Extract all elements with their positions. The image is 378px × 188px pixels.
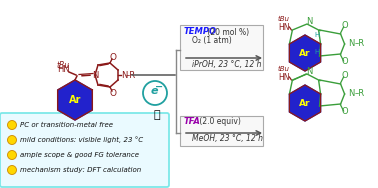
Text: tBu: tBu (277, 16, 290, 22)
Polygon shape (58, 80, 92, 120)
Text: HN: HN (279, 73, 290, 82)
Text: (2.0 equiv): (2.0 equiv) (197, 118, 241, 127)
Text: N: N (306, 17, 312, 26)
Text: O: O (341, 71, 348, 80)
Text: mild conditions: visible light, 23 °C: mild conditions: visible light, 23 °C (20, 137, 143, 143)
Text: −: − (155, 82, 163, 92)
Text: N: N (306, 67, 312, 76)
Text: O: O (341, 58, 348, 67)
Text: –R: –R (126, 70, 136, 80)
Polygon shape (290, 85, 321, 121)
Text: H: H (314, 32, 319, 38)
Text: iPrOH, 23 °C, 12 h: iPrOH, 23 °C, 12 h (192, 59, 262, 68)
Text: O: O (341, 21, 348, 30)
Text: O: O (110, 52, 116, 61)
Text: (20 mol %): (20 mol %) (205, 27, 249, 36)
Circle shape (8, 151, 17, 159)
Text: N: N (349, 39, 355, 49)
Text: –R: –R (355, 89, 365, 99)
Text: O: O (110, 89, 116, 98)
FancyBboxPatch shape (0, 113, 169, 187)
Text: tBu: tBu (277, 66, 290, 72)
FancyBboxPatch shape (180, 116, 263, 146)
Text: TEMPO: TEMPO (184, 27, 217, 36)
Text: Ar: Ar (299, 49, 311, 58)
Text: ample scope & good FG tolerance: ample scope & good FG tolerance (20, 152, 139, 158)
Text: Ar: Ar (299, 99, 311, 108)
Circle shape (8, 121, 17, 130)
Text: HN: HN (279, 23, 290, 32)
Text: MeOH, 23 °C, 12 h: MeOH, 23 °C, 12 h (192, 134, 263, 143)
Circle shape (8, 136, 17, 145)
Text: Ar: Ar (69, 95, 81, 105)
Text: PC or transition-metal free: PC or transition-metal free (20, 122, 113, 128)
Circle shape (8, 165, 17, 174)
Text: 💡: 💡 (154, 110, 160, 120)
Text: N: N (349, 89, 355, 99)
Text: –R: –R (355, 39, 365, 49)
FancyBboxPatch shape (180, 25, 263, 70)
Text: HN: HN (57, 65, 70, 74)
Text: O₂ (1 atm): O₂ (1 atm) (192, 36, 232, 45)
Text: TFA: TFA (184, 118, 201, 127)
Text: mechanism study: DFT calculation: mechanism study: DFT calculation (20, 167, 141, 173)
Text: e: e (150, 86, 158, 96)
Polygon shape (290, 35, 321, 71)
Text: N: N (92, 70, 98, 80)
Text: O: O (341, 108, 348, 117)
Text: H: H (314, 49, 319, 55)
Text: tBu: tBu (56, 61, 70, 70)
Text: N: N (121, 70, 127, 80)
